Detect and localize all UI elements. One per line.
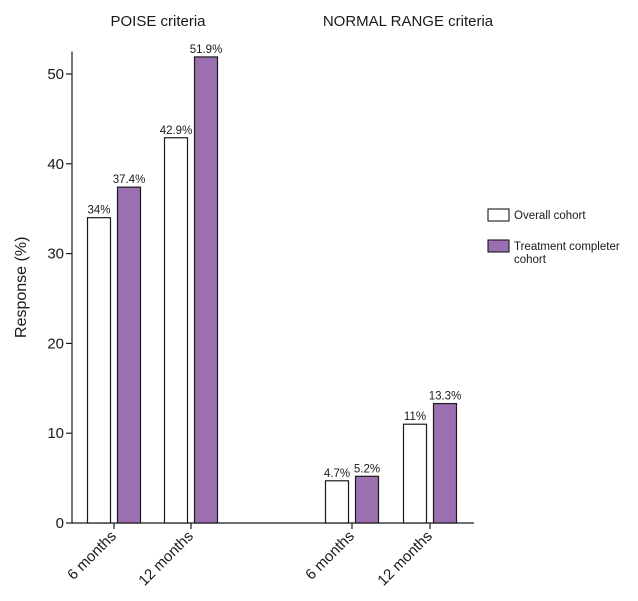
- data-label: 13.3%: [429, 391, 462, 403]
- data-label: 51.9%: [190, 44, 223, 56]
- data-label: 37.4%: [113, 174, 146, 186]
- legend-label: cohort: [514, 254, 547, 266]
- y-tick-label: 30: [47, 246, 64, 263]
- data-label: 34%: [87, 205, 110, 217]
- y-tick-label: 10: [47, 425, 64, 442]
- bar-overall: [86, 217, 112, 524]
- group-title: POISE criteria: [110, 13, 206, 30]
- data-label: 11%: [404, 411, 426, 423]
- y-tick-label: 40: [47, 156, 64, 173]
- x-category-label: 12 months: [374, 528, 436, 590]
- bar-completer: [432, 402, 458, 524]
- y-tick-label: 20: [47, 335, 64, 352]
- bar-overall: [324, 480, 350, 524]
- x-category-label: 6 months: [302, 528, 358, 584]
- y-tick-label: 50: [47, 66, 64, 83]
- bars: [86, 56, 458, 524]
- group-title: NORMAL RANGE criteria: [323, 13, 494, 30]
- y-axis-label: Response (%): [13, 237, 30, 338]
- legend-swatch: [487, 208, 510, 222]
- data-label: 4.7%: [324, 468, 350, 480]
- legend-label: Overall cohort: [514, 210, 586, 222]
- data-labels: 34% 37.4% 42.9% 51.9% 4.7% 5.2% 11%13.3%: [87, 44, 461, 480]
- y-tick-label: 0: [56, 515, 64, 532]
- legend-swatch: [487, 239, 510, 253]
- bar-overall: [163, 137, 189, 524]
- x-category-label: 6 months: [64, 528, 120, 584]
- bar-completer: [116, 186, 142, 524]
- bar-completer: [354, 475, 380, 524]
- data-label: 42.9%: [160, 125, 193, 137]
- bar-completer: [193, 56, 219, 524]
- x-category-label: 12 months: [135, 528, 197, 590]
- data-label: 5.2%: [354, 463, 380, 475]
- legend-label: Treatment completer: [514, 241, 620, 253]
- bar-overall: [402, 423, 428, 524]
